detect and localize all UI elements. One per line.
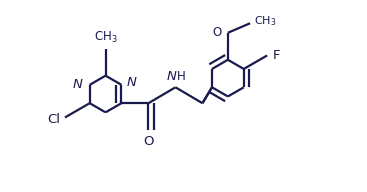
Text: H: H	[177, 70, 185, 83]
Text: O: O	[143, 135, 154, 148]
Text: CH$_3$: CH$_3$	[94, 30, 117, 45]
Text: CH$_3$: CH$_3$	[254, 14, 277, 28]
Text: N: N	[126, 76, 136, 89]
Text: N: N	[167, 70, 177, 83]
Text: N: N	[73, 78, 83, 91]
Text: Cl: Cl	[47, 113, 60, 126]
Text: F: F	[273, 49, 281, 62]
Text: O: O	[212, 26, 222, 39]
